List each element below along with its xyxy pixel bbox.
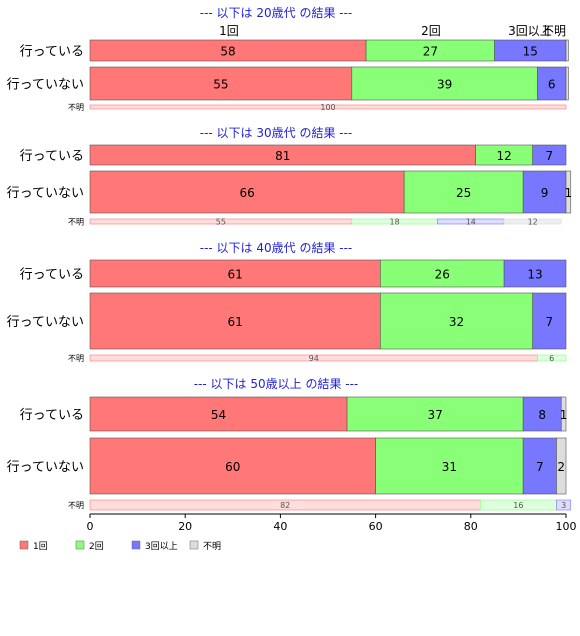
data-label: 6 — [548, 78, 556, 92]
data-label: 39 — [437, 78, 452, 92]
bar-segment-unknown — [565, 66, 569, 101]
bar-segment-twice — [537, 354, 567, 362]
row-label-unknown: 不明 — [68, 501, 84, 510]
legend-swatch — [131, 540, 141, 550]
bar-segment-unknown — [565, 39, 569, 62]
data-label: 12 — [496, 149, 511, 163]
bar-segment-once — [89, 292, 381, 350]
data-label: 6 — [549, 354, 554, 363]
bar-segment-twice — [380, 259, 505, 288]
bar-segment-three-plus — [522, 170, 567, 214]
row-label: 行っている — [20, 408, 84, 423]
data-label: 8 — [538, 408, 546, 422]
bar-segment-three-plus — [522, 396, 562, 432]
data-label: 55 — [216, 218, 226, 227]
bar-segment-once — [89, 259, 381, 288]
bar-segment-once — [89, 396, 348, 432]
bar-segment-three-plus — [532, 144, 567, 166]
group-title: --- 以下は 40歳代 の結果 --- — [200, 241, 353, 255]
category-header-label: 1回 — [219, 24, 239, 38]
data-label: 37 — [427, 408, 442, 422]
data-label: 1 — [565, 186, 573, 200]
legend-label: 3回以上 — [145, 541, 178, 552]
x-tick-label: 40 — [273, 520, 287, 533]
data-label: 55 — [213, 78, 228, 92]
legend-swatch — [189, 540, 199, 550]
data-label: 27 — [423, 45, 438, 59]
bar-segment-unknown — [556, 437, 567, 495]
x-tick-label: 100 — [556, 520, 577, 533]
row-label-unknown: 不明 — [68, 218, 84, 227]
bar-segment-twice — [380, 292, 533, 350]
bar-segment-twice — [351, 66, 538, 101]
legend-swatch — [75, 540, 85, 550]
data-label: 81 — [275, 149, 290, 163]
x-tick-label: 20 — [178, 520, 192, 533]
data-label: 7 — [546, 149, 554, 163]
data-label: 94 — [309, 354, 319, 363]
data-label: 26 — [435, 268, 450, 282]
data-label: 14 — [466, 218, 476, 227]
x-tick-label: 0 — [87, 520, 94, 533]
bar-segment-three-plus — [532, 292, 567, 350]
data-label: 25 — [456, 186, 471, 200]
legend-label: 不明 — [203, 541, 221, 552]
data-label: 31 — [442, 460, 457, 474]
data-label: 9 — [541, 186, 549, 200]
data-label: 61 — [228, 268, 243, 282]
row-label: 行っていない — [7, 460, 84, 475]
bar-segment-once — [89, 104, 567, 110]
data-label: 66 — [239, 186, 254, 200]
legend-label: 1回 — [33, 541, 48, 552]
category-header-label: 2回 — [421, 24, 441, 38]
category-header-label: 不明 — [542, 24, 566, 38]
row-label-unknown: 不明 — [68, 103, 84, 112]
bar-segment-twice — [346, 396, 524, 432]
bar-segment-unknown — [565, 170, 572, 214]
data-label: 13 — [527, 268, 542, 282]
bar-segment-three-plus — [503, 259, 567, 288]
row-label: 行っている — [20, 268, 84, 283]
group-title: --- 以下は 20歳代 の結果 --- — [200, 6, 353, 20]
bar-segment-unknown — [503, 218, 562, 225]
data-label: 16 — [513, 501, 523, 510]
data-label: 54 — [211, 408, 226, 422]
row-label: 行っていない — [7, 315, 84, 330]
bar-segment-twice — [375, 437, 524, 495]
data-label: 82 — [280, 501, 290, 510]
data-label: 58 — [220, 45, 235, 59]
data-label: 3 — [561, 501, 566, 510]
row-label: 行っていない — [7, 186, 84, 201]
category-header-label: 3回以上 — [508, 24, 552, 38]
data-label: 12 — [528, 218, 538, 227]
x-tick-label: 80 — [464, 520, 478, 533]
data-label: 1 — [560, 408, 568, 422]
data-label: 7 — [546, 315, 554, 329]
group-title: --- 以下は 30歳代 の結果 --- — [200, 126, 353, 140]
data-label: 7 — [536, 460, 544, 474]
row-label-unknown: 不明 — [68, 354, 84, 363]
data-label: 32 — [449, 315, 464, 329]
bar-segment-twice — [403, 170, 524, 214]
row-label: 行っている — [20, 45, 84, 60]
bar-segment-three-plus — [556, 499, 572, 511]
data-label: 61 — [228, 315, 243, 329]
row-label: 行っていない — [7, 78, 84, 93]
group-title: --- 以下は 50歳以上 の結果 --- — [194, 377, 359, 391]
row-label: 行っている — [20, 149, 84, 164]
data-label: 15 — [523, 45, 538, 59]
bar-segment-unknown — [560, 396, 567, 432]
legend-swatch — [19, 540, 29, 550]
data-label: 2 — [557, 460, 565, 474]
data-label: 18 — [390, 218, 400, 227]
x-tick-label: 60 — [369, 520, 383, 533]
bar-segment-once — [89, 66, 353, 101]
data-label: 100 — [320, 103, 335, 112]
data-label: 60 — [225, 460, 240, 474]
legend-label: 2回 — [89, 541, 104, 552]
